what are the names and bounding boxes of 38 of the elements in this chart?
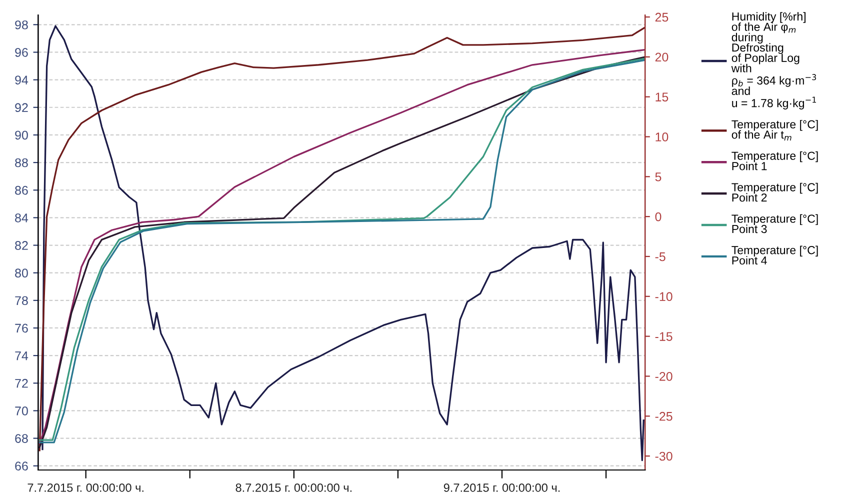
- y2-tick-label: 10: [656, 132, 668, 142]
- y-tick-label: 80: [15, 268, 28, 278]
- y-tick-label: 98: [15, 20, 28, 30]
- y-tick-label: 88: [15, 158, 28, 168]
- y-tick-label: 66: [15, 462, 28, 471]
- y2-tick-label: -5: [655, 252, 666, 262]
- y2-tick-label: -25: [655, 412, 672, 421]
- y-tick-label: 96: [15, 48, 28, 57]
- text: Humidity [%rh] of the Air φ$_{m}$ during Defrosting of Poplar Log with ρ$_{b}$ = 364 kg·m$^{−3}$ and u = 1.78 kg·kg$^{−1}$: [731, 12, 816, 110]
- y-tick-label: 86: [15, 186, 28, 195]
- legend-label: Temperature [°C] of the Air t$_{m}$: [732, 120, 818, 140]
- y-tick-label: 94: [15, 76, 28, 84]
- y-tick-label: 68: [15, 434, 28, 443]
- y-tick-label: 78: [15, 296, 28, 306]
- y2-tick-label: 5: [655, 172, 662, 182]
- x-tick-label: 8.7.2015 г. 00:00:00 ч.: [236, 484, 352, 492]
- y-tick-label: 74: [15, 351, 28, 360]
- y-tick-label: 90: [15, 130, 28, 140]
- y2-tick-label: -20: [655, 372, 672, 381]
- legend-label: Temperature [°C] Point 3: [732, 214, 818, 234]
- legend-label: Temperature [°C] Point 2: [732, 182, 818, 202]
- y2-tick-label: -15: [655, 332, 672, 341]
- y-tick-label: 76: [15, 324, 28, 333]
- y2-tick-label: -30: [655, 452, 672, 461]
- x-tick-label: 7.7.2015 г. 00:00:00 ч.: [28, 484, 144, 492]
- y2-tick-label: 0: [655, 212, 662, 222]
- y-tick-label: 72: [15, 378, 28, 388]
- legend-label: Temperature [°C] Point 1: [732, 151, 818, 170]
- x-tick-label: 9.7.2015 г. 00:00:00 ч.: [444, 484, 560, 492]
- y2-tick-label: 15: [656, 92, 668, 102]
- y2-tick-label: 25: [655, 12, 668, 22]
- y-tick-label: 84: [15, 213, 28, 222]
- y-tick-label: 92: [15, 103, 28, 112]
- y-tick-label: 82: [15, 241, 28, 250]
- y-tick-label: 70: [15, 406, 28, 416]
- y2-tick-label: 20: [655, 52, 668, 62]
- legend-label: Temperature [°C] Point 4: [732, 246, 818, 265]
- y2-tick-label: -10: [655, 292, 672, 302]
